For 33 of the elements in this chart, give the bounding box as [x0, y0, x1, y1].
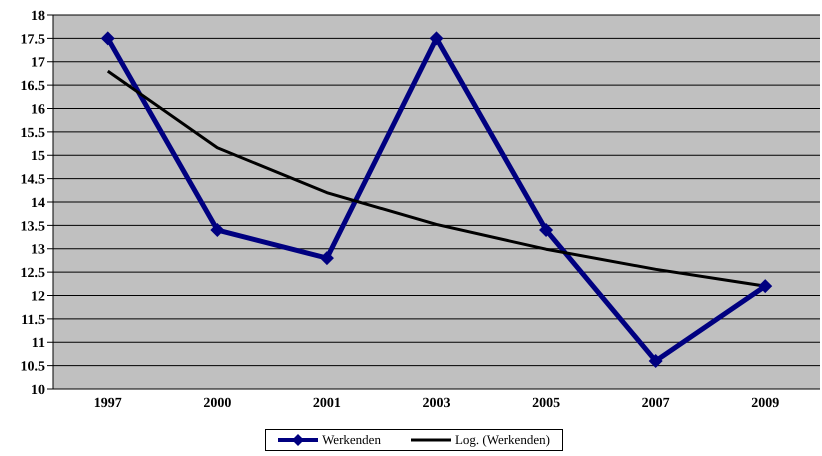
y-tick-label: 10.5 — [20, 360, 45, 375]
legend-label: Werkenden — [321, 432, 381, 448]
y-tick-label: 14 — [31, 196, 45, 211]
x-tick-label: 2005 — [532, 396, 560, 411]
y-tick-label: 11.5 — [21, 312, 45, 328]
y-tick-label: 12 — [31, 289, 45, 304]
x-tick-label: 2007 — [642, 396, 670, 411]
y-tick-label: 16.5 — [20, 79, 45, 94]
y-tick-label: 17 — [31, 56, 45, 71]
point — [210, 223, 224, 238]
y-tick-label: 14.5 — [20, 172, 45, 188]
x-tick-label: 2000 — [203, 396, 232, 411]
y-tick-label: 16 — [31, 102, 45, 118]
y-tick-label: 10 — [31, 382, 45, 398]
x-tick-label: 2001 — [312, 396, 341, 411]
y-tick-label: 11 — [32, 336, 45, 352]
point — [539, 223, 554, 238]
point — [320, 251, 334, 266]
y-tick-label: 13.5 — [20, 219, 45, 234]
point — [758, 279, 772, 294]
y-tick-label: 17.5 — [20, 32, 45, 48]
y-tick-label: 12.5 — [20, 266, 45, 282]
y-tick-label: 13 — [31, 242, 45, 258]
y-tick-label: 15.5 — [20, 126, 45, 141]
point — [648, 354, 663, 368]
x-tick-label: 1997 — [94, 396, 122, 411]
x-tick-label: 2003 — [422, 396, 450, 411]
x-tick-label: 2009 — [751, 396, 780, 411]
point — [100, 31, 115, 46]
y-tick-label: 15 — [31, 149, 45, 164]
point — [430, 31, 444, 46]
legend-label: Log. (Werkenden) — [454, 432, 550, 448]
y-tick-label: 18 — [31, 8, 45, 24]
